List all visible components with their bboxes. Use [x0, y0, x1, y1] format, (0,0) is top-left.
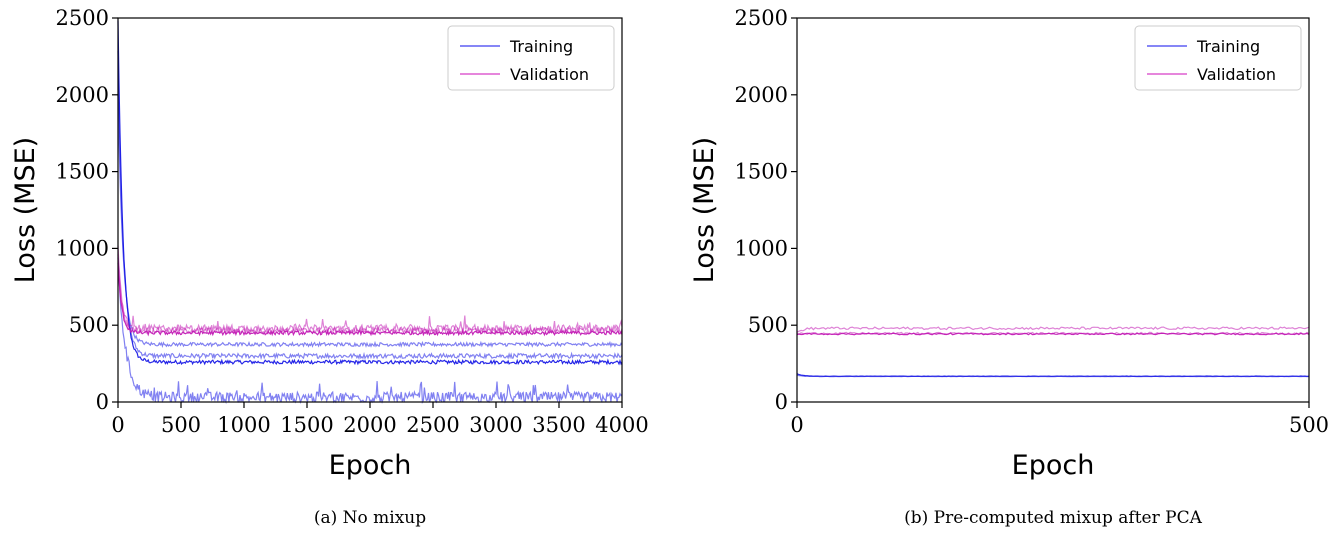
x-tick-label: 500 [1289, 413, 1329, 437]
series-line-training-run-3 [117, 94, 623, 349]
legend: Training Validation [447, 25, 615, 91]
y-axis-label: Loss (MSE) [10, 137, 41, 283]
x-axis-label: Epoch [329, 450, 412, 481]
series-line-validation-run-3 [117, 245, 623, 334]
x-tick-label: 500 [161, 413, 201, 437]
series-line-validation-run-2 [117, 254, 623, 336]
legend-label-training: Training [1196, 37, 1260, 56]
y-axis-label: Loss (MSE) [689, 137, 720, 283]
x-tick-label: 0 [111, 413, 124, 437]
y-tick-label: 2500 [56, 6, 109, 30]
y-tick-label: 500 [748, 313, 788, 337]
x-tick-label: 0 [790, 413, 803, 437]
y-tick-label: 0 [96, 390, 109, 414]
chart-panel-1: 0 500 1000 1500 2000 2500 0 500 1000 1500 2000 2500… [10, 6, 649, 528]
x-tick-label: 2000 [343, 413, 396, 437]
chart-panel-2: 0 500 1000 1500 2000 2500 0 500 Epoch Loss (MSE) T… [689, 6, 1329, 528]
plot-frame [796, 17, 1310, 403]
y-tick-label: 2000 [735, 83, 788, 107]
legend: Training Validation [1134, 25, 1302, 91]
y-tick-label: 0 [775, 390, 788, 414]
x-tick-label: 1000 [217, 413, 270, 437]
y-tick-label: 1000 [735, 236, 788, 260]
y-tick-label: 500 [69, 313, 109, 337]
series-line-training-run-1 [117, 20, 623, 366]
x-tick-label: 1500 [280, 413, 333, 437]
figure-caption: (b) Pre-computed mixup after PCA [904, 508, 1202, 528]
x-tick-label: 2500 [406, 413, 459, 437]
series-group [117, 20, 623, 405]
y-tick-label: 2500 [735, 6, 788, 30]
x-tick-label: 3000 [469, 413, 522, 437]
series-line-training-run-2 [796, 374, 1310, 378]
legend-label-training: Training [509, 37, 573, 56]
series-group [796, 326, 1310, 378]
y-tick-label: 1000 [56, 236, 109, 260]
figure-caption: (a) No mixup [314, 508, 426, 528]
x-tick-label: 4000 [595, 413, 648, 437]
legend-label-validation: Validation [510, 65, 589, 84]
x-axis-label: Epoch [1012, 450, 1095, 481]
series-line-training-run-2 [117, 50, 623, 361]
series-line-validation-run-2 [796, 331, 1310, 336]
x-tick-label: 3500 [532, 413, 585, 437]
y-tick-label: 1500 [56, 160, 109, 184]
y-tick-label: 2000 [56, 83, 109, 107]
legend-label-validation: Validation [1197, 65, 1276, 84]
series-line-validation-run-3 [796, 326, 1310, 333]
series-line-validation-run-1 [117, 263, 623, 337]
y-tick-label: 1500 [735, 160, 788, 184]
